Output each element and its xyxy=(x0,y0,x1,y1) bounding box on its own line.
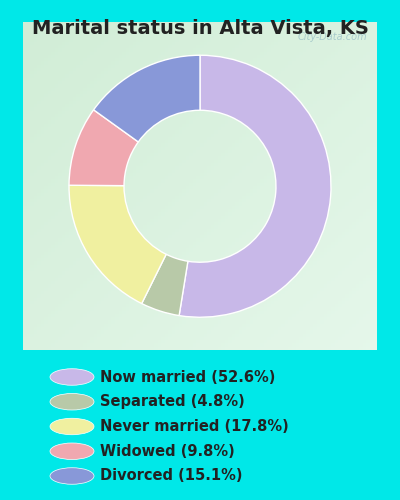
Text: Widowed (9.8%): Widowed (9.8%) xyxy=(100,444,235,459)
Circle shape xyxy=(50,468,94,484)
Text: Marital status in Alta Vista, KS: Marital status in Alta Vista, KS xyxy=(32,19,368,38)
Wedge shape xyxy=(142,254,188,316)
Text: Never married (17.8%): Never married (17.8%) xyxy=(100,419,289,434)
Text: City-Data.com: City-Data.com xyxy=(298,32,368,42)
Text: Divorced (15.1%): Divorced (15.1%) xyxy=(100,468,242,483)
Circle shape xyxy=(50,394,94,410)
Wedge shape xyxy=(69,110,138,186)
Wedge shape xyxy=(69,185,166,304)
Wedge shape xyxy=(179,55,331,317)
Circle shape xyxy=(50,418,94,435)
Wedge shape xyxy=(94,55,200,142)
Text: Now married (52.6%): Now married (52.6%) xyxy=(100,370,275,384)
Text: Separated (4.8%): Separated (4.8%) xyxy=(100,394,245,409)
Circle shape xyxy=(50,369,94,385)
Circle shape xyxy=(50,443,94,460)
